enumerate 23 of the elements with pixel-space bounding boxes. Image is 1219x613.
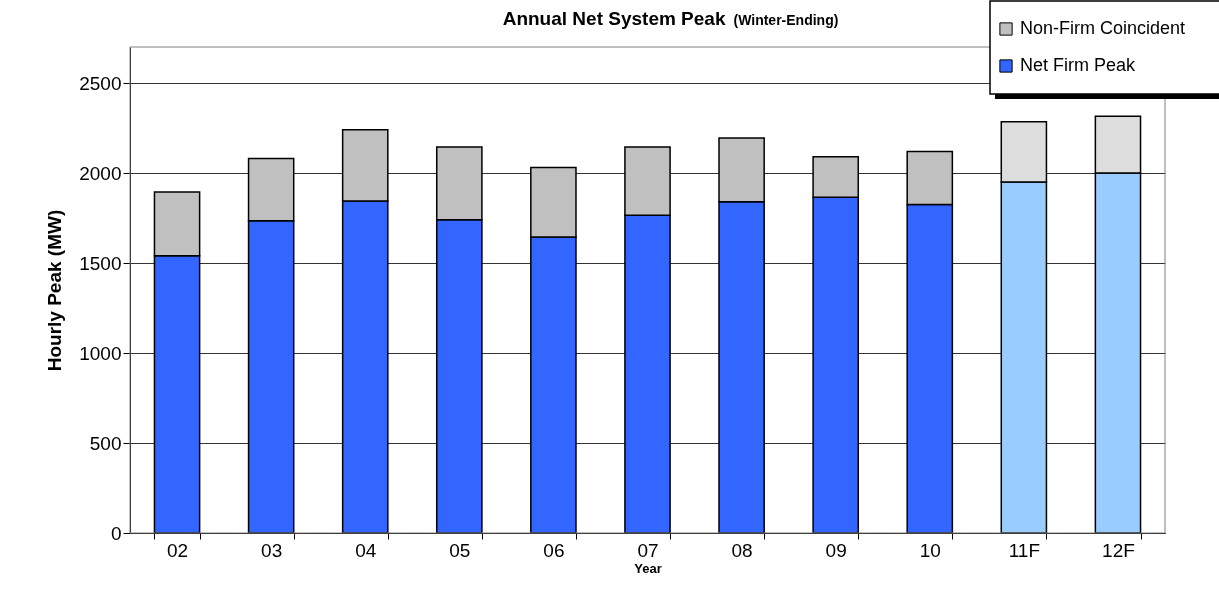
y-tick-label: 1000 — [79, 342, 122, 364]
x-tick-label: 05 — [449, 539, 471, 561]
legend-label: Non-Firm Coincident — [1020, 18, 1186, 38]
x-tick-label: 08 — [731, 539, 753, 561]
x-tick-label: 12F — [1102, 539, 1135, 561]
chart-title: Annual Net System Peak — [502, 8, 726, 29]
legend-label: Net Firm Peak — [1020, 55, 1137, 75]
y-axis-title: Hourly Peak (MW) — [44, 209, 66, 372]
y-tick-label: 2500 — [79, 72, 122, 94]
chart-subtitle: (Winter-Ending) — [733, 12, 839, 28]
y-tick-label: 0 — [110, 522, 122, 544]
x-axis-title: Year — [634, 560, 662, 576]
x-tick-label: 07 — [637, 539, 659, 561]
y-tick-label: 500 — [89, 432, 122, 454]
x-tick-label: 09 — [825, 539, 847, 561]
x-tick-label: 10 — [919, 539, 941, 561]
y-tick-label: 2000 — [79, 162, 122, 184]
y-tick-label: 1500 — [79, 252, 122, 274]
x-tick-label: 03 — [261, 539, 283, 561]
x-tick-label: 04 — [355, 539, 377, 561]
x-tick-label: 11F — [1008, 539, 1041, 561]
x-tick-label: 02 — [166, 539, 189, 561]
x-tick-label: 06 — [543, 539, 565, 561]
